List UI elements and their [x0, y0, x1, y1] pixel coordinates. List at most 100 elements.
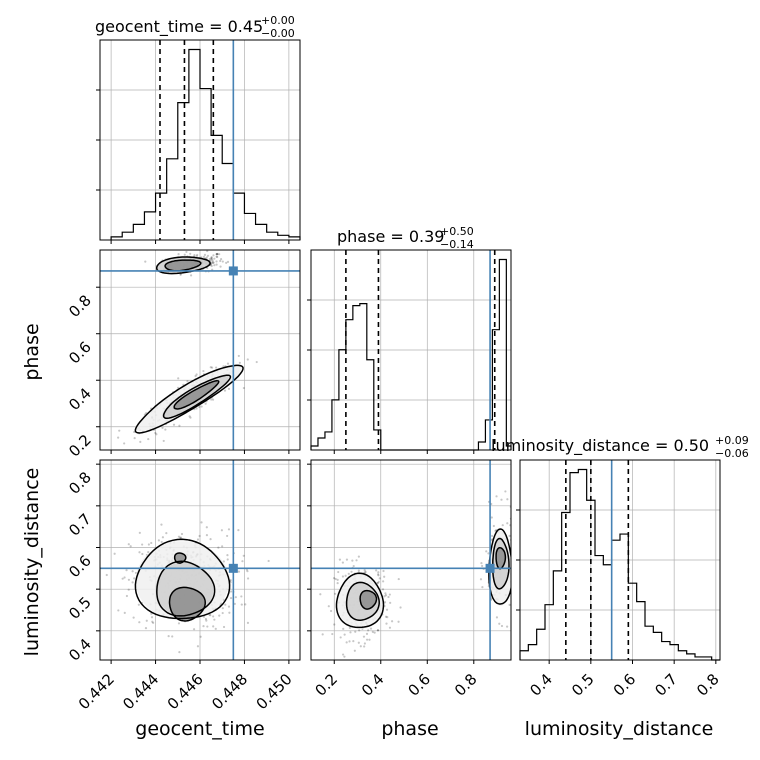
xtick-label-luminosity-distance: 0.5: [568, 670, 598, 700]
pair-geocent-time-luminosity-distance-point: [132, 616, 135, 619]
pair-phase-luminosity-distance-point: [490, 516, 493, 519]
pair-geocent-time-luminosity-distance-point: [151, 620, 154, 623]
pair-geocent-time-luminosity-distance-point: [205, 526, 208, 529]
pair-phase-luminosity-distance-point: [383, 575, 386, 578]
pair-geocent-time-phase-point: [172, 423, 176, 426]
pair-geocent-time-phase-point: [177, 253, 180, 256]
pair-geocent-time-phase-point: [161, 426, 164, 430]
pair-phase-luminosity-distance-point: [383, 601, 387, 604]
xtick-label-geocent-time: 0.450: [253, 670, 296, 713]
pair-geocent-time-luminosity-distance-point: [229, 590, 233, 593]
pair-phase-luminosity-distance-point: [381, 588, 385, 591]
pair-phase-luminosity-distance-point: [345, 558, 349, 561]
pair-phase-luminosity-distance-truth-marker: [485, 563, 495, 573]
title-geocent-time: geocent_time = 0.45: [95, 17, 263, 37]
pair-geocent-time-phase-point: [210, 257, 213, 260]
pair-geocent-time-luminosity-distance-point: [137, 603, 140, 606]
pair-geocent-time-luminosity-distance-point: [229, 596, 233, 600]
xtick-label-phase: 0.8: [451, 670, 481, 700]
pair-phase-luminosity-distance-point: [371, 630, 374, 633]
pair-geocent-time-luminosity-distance-point: [129, 545, 132, 548]
pair-phase-luminosity-distance-point: [350, 570, 353, 573]
title-geocent-time-plus: +0.00: [261, 14, 295, 27]
pair-geocent-time-luminosity-distance-point: [105, 573, 108, 577]
pair-geocent-time-luminosity-distance-point: [150, 616, 154, 619]
pair-phase-luminosity-distance-contour: [495, 546, 507, 570]
pair-phase-luminosity-distance-point: [357, 641, 360, 644]
pair-geocent-time-phase-point: [179, 273, 182, 276]
pair-phase-luminosity-distance-point: [349, 631, 352, 634]
pair-geocent-time-phase-point: [177, 377, 180, 380]
pair-phase-luminosity-distance-point: [352, 640, 355, 643]
pair-geocent-time-luminosity-distance-point: [147, 551, 150, 554]
pair-geocent-time-phase-density: [164, 259, 200, 271]
pair-phase-luminosity-distance-point: [334, 592, 337, 595]
pair-phase-luminosity-distance-point: [397, 620, 400, 623]
pair-phase-luminosity-distance-point: [500, 624, 504, 628]
pair-geocent-time-luminosity-distance-point: [123, 576, 126, 579]
pair-geocent-time-luminosity-distance-point: [234, 596, 237, 599]
pair-geocent-time-luminosity-distance-point: [125, 594, 129, 598]
pair-geocent-time-luminosity-distance-point: [242, 554, 245, 557]
pair-geocent-time-phase-point: [206, 250, 209, 253]
pair-phase-luminosity-distance-point: [368, 638, 371, 641]
pair-geocent-time-luminosity-distance-point: [138, 621, 141, 624]
pair-geocent-time-luminosity-distance-point: [227, 528, 231, 531]
pair-geocent-time-luminosity-distance-point: [224, 603, 227, 606]
pair-geocent-time-phase-point: [198, 405, 201, 409]
pair-geocent-time-phase-point: [208, 257, 211, 261]
pair-geocent-time-phase-point: [183, 253, 186, 256]
pair-phase-luminosity-distance-point: [508, 534, 511, 538]
pair-geocent-time-phase-point: [225, 261, 228, 264]
pair-geocent-time-luminosity-distance-point: [222, 625, 226, 629]
pair-geocent-time-phase-point: [211, 259, 214, 262]
pair-geocent-time-phase-point: [210, 398, 213, 401]
xlabel-phase: phase: [381, 718, 438, 740]
pair-phase-luminosity-distance-point: [481, 586, 484, 589]
pair-geocent-time-luminosity-distance-point: [141, 552, 144, 556]
pair-phase-luminosity-distance-point: [358, 629, 361, 632]
pair-geocent-time-luminosity-distance-point: [246, 621, 250, 624]
pair-geocent-time-luminosity-distance-point: [144, 627, 148, 630]
pair-geocent-time-luminosity-distance-point: [226, 558, 229, 561]
pair-phase-luminosity-distance-contour: [359, 589, 378, 610]
pair-geocent-time-luminosity-distance-point: [212, 615, 215, 618]
pair-geocent-time-luminosity-distance-point: [160, 540, 163, 544]
pair-geocent-time-phase-point: [215, 366, 218, 369]
pair-geocent-time-phase-point: [215, 255, 218, 258]
pair-phase-luminosity-distance-point: [506, 625, 509, 628]
pair-geocent-time-phase: 0.2 0.4 0.6 0.8: [65, 249, 301, 460]
pair-phase-luminosity-distance-point: [341, 561, 344, 564]
xtick-label-phase: 0.6: [405, 670, 435, 700]
pair-phase-luminosity-distance-point: [336, 582, 339, 585]
pair-phase-luminosity-distance-point: [390, 620, 394, 623]
pair-geocent-time-phase-point: [219, 259, 222, 263]
pair-geocent-time-luminosity-distance-point: [196, 645, 200, 648]
pair-phase-luminosity-distance-point: [378, 577, 381, 580]
pair-geocent-time-luminosity-distance-point: [240, 603, 243, 606]
pair-phase-luminosity-distance-point: [375, 569, 378, 572]
pair-geocent-time-phase-point: [210, 256, 213, 259]
pair-geocent-time-phase-point: [213, 257, 216, 260]
pair-phase-luminosity-distance-point: [385, 622, 388, 625]
pair-phase-luminosity-distance-point: [506, 522, 509, 525]
pair-geocent-time-phase-content: [100, 250, 300, 450]
xlabel-luminosity-distance: luminosity_distance: [525, 718, 714, 740]
hist-panel-luminosity-distance: 0.4 0.5 0.6 0.7 0.8: [516, 459, 723, 700]
pair-geocent-time-phase-point: [155, 433, 158, 436]
pair-phase-luminosity-distance-point: [487, 552, 490, 555]
pair-geocent-time-luminosity-distance-point: [165, 532, 168, 535]
pair-phase-luminosity-distance-point: [508, 603, 511, 606]
pair-phase-luminosity-distance-point: [377, 571, 380, 574]
xtick-label-luminosity-distance: 0.4: [526, 670, 556, 700]
pair-phase-luminosity-distance-point: [343, 633, 346, 636]
pair-phase-luminosity-distance-point: [341, 575, 345, 578]
pair-geocent-time-luminosity-distance-point: [214, 627, 217, 630]
pair-geocent-time-phase-truth-marker: [228, 266, 238, 276]
pair-geocent-time-phase-point: [242, 386, 245, 390]
pair-phase-luminosity-distance-point: [387, 595, 390, 599]
ytick-label-luminosity-distance: 0.7: [65, 510, 95, 540]
pair-phase-luminosity-distance-point: [352, 564, 355, 568]
pair-geocent-time-phase-point: [123, 442, 126, 445]
pair-phase-luminosity-distance-point: [377, 574, 380, 577]
